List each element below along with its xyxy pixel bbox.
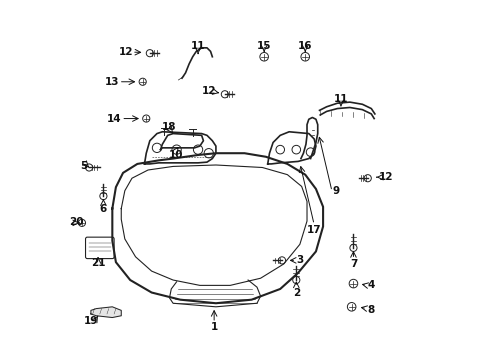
Text: 1: 1	[210, 322, 217, 332]
Text: 2: 2	[292, 288, 299, 297]
Text: 3: 3	[296, 255, 303, 265]
Text: 21: 21	[91, 258, 105, 268]
Text: 17: 17	[306, 225, 321, 235]
Text: 6: 6	[100, 203, 107, 213]
FancyBboxPatch shape	[85, 237, 114, 258]
Text: 4: 4	[367, 280, 374, 291]
Text: 10: 10	[168, 150, 183, 160]
Text: 19: 19	[83, 316, 98, 326]
Text: 12: 12	[378, 172, 392, 182]
Text: 15: 15	[256, 41, 271, 51]
Text: 14: 14	[106, 113, 121, 123]
Text: 16: 16	[297, 41, 312, 51]
Text: 5: 5	[80, 161, 87, 171]
Text: 20: 20	[69, 217, 83, 227]
Text: 18: 18	[162, 122, 176, 132]
Text: 11: 11	[190, 41, 205, 51]
Text: 12: 12	[119, 47, 133, 57]
Text: 12: 12	[201, 86, 216, 96]
Text: 11: 11	[333, 94, 347, 104]
Text: 7: 7	[349, 259, 356, 269]
Text: 13: 13	[104, 77, 119, 87]
Polygon shape	[91, 307, 121, 318]
Text: 8: 8	[367, 305, 374, 315]
Text: 9: 9	[331, 186, 339, 197]
